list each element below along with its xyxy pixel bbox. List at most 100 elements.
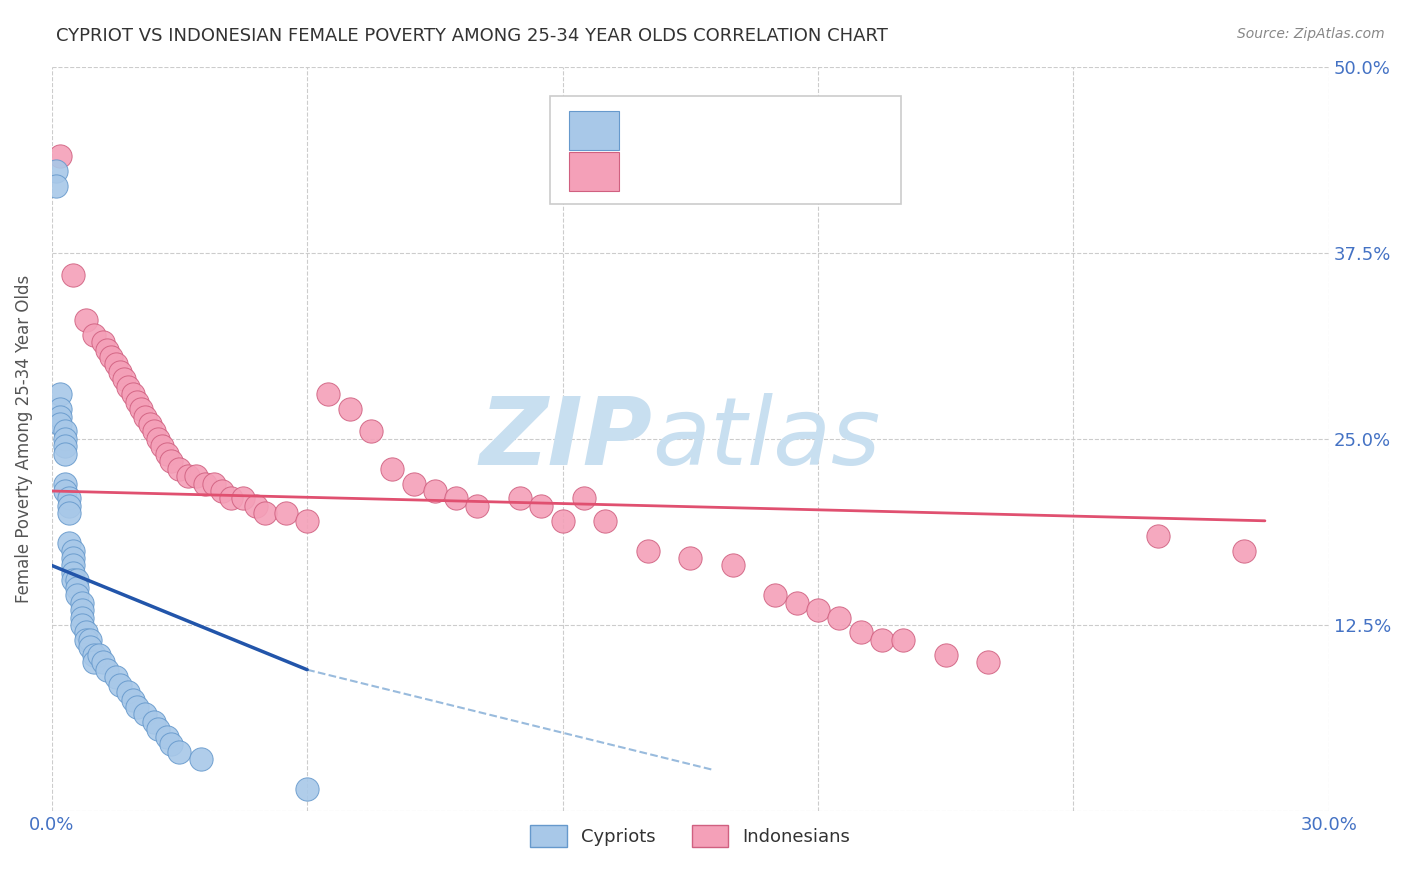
Point (83, 327, 105, 342)
Legend: Cypriots, Indonesians: Cypriots, Indonesians (523, 818, 858, 855)
Point (138, 417, 160, 431)
Point (169, 461, 191, 475)
Point (104, 358, 127, 372)
Point (245, 499, 267, 513)
Point (104, 670, 127, 684)
FancyBboxPatch shape (569, 112, 619, 150)
Point (66, 574, 89, 588)
Point (219, 491, 242, 506)
Text: N = 60: N = 60 (766, 162, 834, 180)
Point (509, 491, 531, 506)
Point (190, 752, 212, 766)
Point (891, 632, 914, 647)
Point (121, 387, 143, 401)
Point (70, 610, 93, 624)
Point (108, 365, 131, 379)
Point (169, 745, 191, 759)
Point (70, 618, 93, 632)
Point (786, 596, 808, 610)
Point (467, 499, 489, 513)
Text: atlas: atlas (652, 393, 880, 484)
Text: N = 50: N = 50 (766, 121, 834, 140)
Point (117, 685, 139, 699)
Point (177, 469, 200, 483)
Point (62, 543, 84, 558)
Point (70, 596, 93, 610)
Point (62, 551, 84, 566)
Point (318, 387, 340, 401)
Text: CYPRIOT VS INDONESIAN FEMALE POVERTY AMONG 25-34 YEAR OLDS CORRELATION CHART: CYPRIOT VS INDONESIAN FEMALE POVERTY AMO… (56, 27, 889, 45)
Point (402, 476, 425, 491)
Point (202, 476, 225, 491)
Point (58, 499, 80, 513)
Point (53, 447, 76, 461)
Point (58, 507, 80, 521)
Text: R = -0.031: R = -0.031 (633, 162, 738, 180)
Point (186, 469, 208, 483)
Point (870, 632, 893, 647)
Point (108, 677, 131, 691)
Point (87, 648, 110, 662)
Point (75, 625, 97, 640)
Point (66, 588, 89, 602)
Point (96, 343, 118, 357)
Point (125, 700, 148, 714)
Point (828, 610, 851, 624)
Y-axis label: Female Poverty Among 25-34 Year Olds: Female Poverty Among 25-34 Year Olds (15, 275, 32, 603)
Point (45, 164, 67, 178)
Point (1147, 529, 1170, 543)
Text: ZIP: ZIP (479, 392, 652, 485)
Point (79, 640, 101, 655)
Point (75, 312, 97, 326)
Point (211, 483, 233, 498)
Point (53, 432, 76, 446)
Point (125, 394, 148, 409)
Point (572, 491, 595, 506)
Point (637, 543, 659, 558)
FancyBboxPatch shape (569, 153, 619, 191)
Point (70, 603, 93, 617)
Point (53, 425, 76, 439)
FancyBboxPatch shape (550, 96, 901, 204)
Point (935, 648, 957, 662)
Point (360, 425, 382, 439)
Point (62, 574, 84, 588)
Point (381, 461, 404, 475)
Point (91, 335, 114, 350)
Point (339, 402, 361, 417)
Point (75, 632, 97, 647)
Text: Source: ZipAtlas.com: Source: ZipAtlas.com (1237, 27, 1385, 41)
Point (295, 781, 318, 796)
Point (152, 439, 174, 453)
Point (849, 625, 872, 640)
Point (423, 483, 446, 498)
Point (146, 432, 169, 446)
Point (146, 723, 169, 737)
Point (721, 558, 744, 573)
Point (117, 380, 139, 394)
Point (58, 536, 80, 550)
Text: R = -0.091: R = -0.091 (633, 121, 738, 140)
Point (45, 178, 67, 193)
Point (160, 737, 183, 751)
Point (134, 409, 156, 424)
Point (62, 268, 84, 282)
Point (160, 454, 183, 468)
Point (79, 632, 101, 647)
Point (551, 514, 574, 528)
Point (593, 514, 616, 528)
Point (53, 483, 76, 498)
Point (96, 663, 118, 677)
Point (156, 447, 179, 461)
Point (62, 558, 84, 573)
Point (807, 603, 830, 617)
Point (121, 692, 143, 706)
Point (679, 551, 702, 566)
Point (194, 476, 217, 491)
Point (91, 655, 114, 669)
Point (49, 387, 72, 401)
Point (274, 507, 297, 521)
Point (444, 491, 467, 506)
Point (49, 149, 72, 163)
Point (49, 409, 72, 424)
